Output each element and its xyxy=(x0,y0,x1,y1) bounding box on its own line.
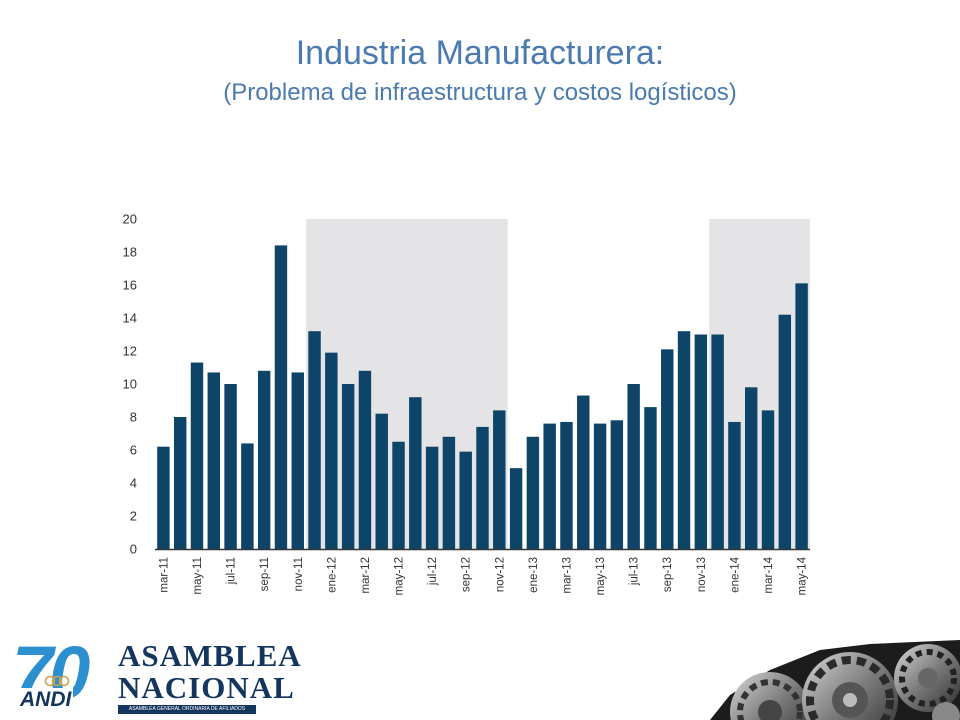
slide-title: Industria Manufacturera: xyxy=(295,34,665,72)
x-tick-label: mar-11 xyxy=(158,557,170,593)
bar-ene-13 xyxy=(526,436,540,549)
gears-decoration-icon xyxy=(710,640,960,720)
bar-ago-11 xyxy=(241,443,254,549)
y-tick-label: 0 xyxy=(130,542,137,557)
y-tick-label: 14 xyxy=(123,311,137,326)
bar-ene-12 xyxy=(325,352,338,549)
x-tick-label: nov-12 xyxy=(494,557,506,592)
bar-jul-12 xyxy=(425,446,439,549)
y-tick-label: 16 xyxy=(123,278,137,293)
x-tick-label: ene-13 xyxy=(528,557,540,593)
y-tick-label: 2 xyxy=(130,509,137,524)
x-tick-label: may-12 xyxy=(394,557,406,595)
x-tick-label: ene-14 xyxy=(729,556,741,592)
bar-jun-11 xyxy=(207,372,220,549)
bar-nov-11 xyxy=(291,372,304,549)
bar-nov-12 xyxy=(493,410,506,549)
bar-may-14 xyxy=(795,283,808,549)
bar-jun-13 xyxy=(610,420,624,549)
bar-sep-12 xyxy=(459,451,472,549)
y-axis-ticks: 0 2 4 6 8 10 12 14 16 18 20 xyxy=(123,212,137,557)
logo-asamblea: ASAMBLEA xyxy=(118,638,302,673)
slide-subtitle: (Problema de infraestructura y costos lo… xyxy=(223,79,737,106)
x-tick-label: mar-14 xyxy=(763,556,775,593)
bar-mar-13 xyxy=(560,421,573,549)
x-axis-ticks: mar-11 may-11 jul-11 sep-11 nov-11 ene-12 mar-… xyxy=(158,556,808,595)
logo-tagline: ASAMBLEA GENERAL ORDINARIA DE AFILIADOS xyxy=(118,705,256,714)
bar-feb-14 xyxy=(745,387,758,549)
olympic-rings-icon xyxy=(44,675,70,687)
y-tick-label: 12 xyxy=(123,344,137,359)
bar-oct-11 xyxy=(274,245,288,549)
y-tick-label: 10 xyxy=(123,377,137,392)
y-tick-label: 4 xyxy=(130,476,137,491)
x-tick-label: jul-11 xyxy=(226,557,238,585)
bar-sep-13 xyxy=(661,349,674,549)
x-tick-label: nov-11 xyxy=(293,557,305,591)
bar-ago-13 xyxy=(644,407,657,549)
bar-mar-12 xyxy=(358,370,372,549)
x-tick-label: sep-13 xyxy=(662,557,674,592)
bar-mar-11 xyxy=(157,446,170,549)
y-tick-label: 8 xyxy=(130,410,137,425)
shaded-period-2 xyxy=(709,219,810,549)
x-tick-label: mar-13 xyxy=(561,557,573,593)
andi-logo: 70 ANDI ASAMBLEA NACIONAL ASAMBLEA GENER… xyxy=(12,636,301,714)
logo-andi: ANDI xyxy=(18,688,74,712)
x-tick-label: mar-12 xyxy=(360,557,372,593)
bar-feb-12 xyxy=(341,384,355,549)
bar-may-13 xyxy=(593,423,607,549)
bar-jul-13 xyxy=(627,384,640,549)
y-tick-label: 6 xyxy=(130,443,137,458)
x-tick-label: may-13 xyxy=(595,557,607,595)
bar-dic-13 xyxy=(711,334,724,549)
bar-abr-13 xyxy=(577,395,590,549)
x-tick-label: sep-12 xyxy=(461,557,473,592)
bar-oct-13 xyxy=(677,331,691,549)
x-tick-label: may-14 xyxy=(797,556,809,595)
bar-sep-11 xyxy=(257,370,271,549)
bar-feb-13 xyxy=(543,423,556,549)
bar-abr-14 xyxy=(778,314,792,549)
bar-dic-12 xyxy=(509,468,523,549)
x-tick-label: nov-13 xyxy=(696,557,708,592)
bar-may-12 xyxy=(392,441,405,549)
title-block: Industria Manufacturera: (Problema de in… xyxy=(0,30,960,110)
bar-chart: 0 2 4 6 8 10 12 14 16 18 20 mar-11 may-11 jul-11 sep-… xyxy=(123,212,810,595)
shaded-periods xyxy=(306,219,810,549)
x-tick-label: jul-12 xyxy=(427,557,439,586)
bar-abr-12 xyxy=(375,413,388,549)
bar-dic-11 xyxy=(308,331,321,549)
bar-jun-12 xyxy=(409,397,422,549)
x-tick-label: ene-12 xyxy=(326,557,338,593)
bar-may-11 xyxy=(190,362,204,549)
bar-oct-12 xyxy=(476,426,489,549)
y-tick-label: 20 xyxy=(123,212,137,227)
bar-series xyxy=(157,245,808,549)
bar-abr-11 xyxy=(173,417,187,549)
bar-nov-13 xyxy=(694,334,708,549)
y-tick-label: 18 xyxy=(123,245,137,260)
bar-jul-11 xyxy=(224,384,237,549)
bar-ago-12 xyxy=(442,436,456,549)
x-tick-label: sep-11 xyxy=(259,557,271,591)
x-tick-label: jul-13 xyxy=(629,557,641,586)
logo-nacional: NACIONAL xyxy=(118,670,295,705)
x-tick-label: may-11 xyxy=(192,557,204,595)
shaded-period-1 xyxy=(306,219,508,549)
bar-mar-14 xyxy=(761,410,775,549)
bar-ene-14 xyxy=(728,421,741,549)
